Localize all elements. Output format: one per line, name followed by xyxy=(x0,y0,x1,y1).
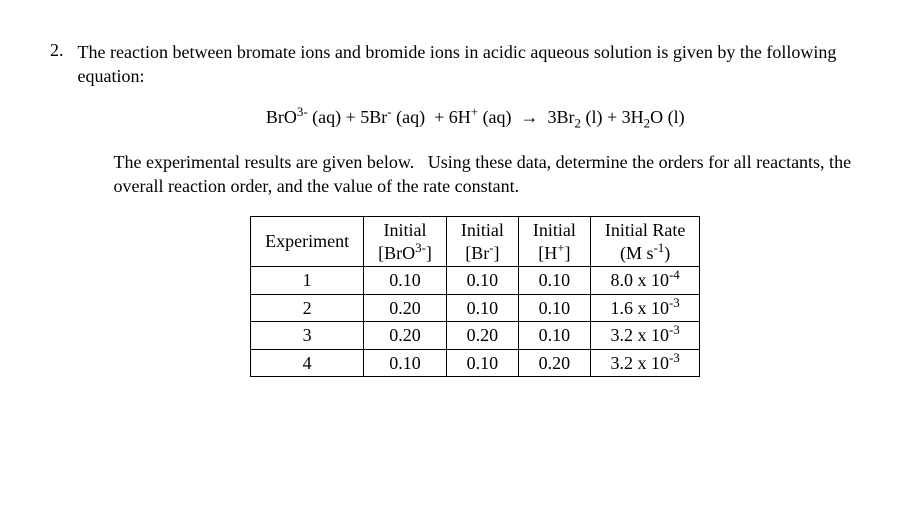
table-row: 4 0.10 0.10 0.20 3.2 x 10-3 xyxy=(251,349,700,377)
problem-block: 2. The reaction between bromate ions and… xyxy=(50,40,873,377)
prompt-paragraph: The experimental results are given below… xyxy=(114,150,874,199)
intro-paragraph: The reaction between bromate ions and br… xyxy=(78,40,874,89)
col-header-bro3: Initial [BrO3-] xyxy=(364,217,447,267)
table-row: 2 0.20 0.10 0.10 1.6 x 10-3 xyxy=(251,294,700,322)
table-body: 1 0.10 0.10 0.10 8.0 x 10-4 2 0.20 0.10 … xyxy=(251,267,700,377)
table-row: 3 0.20 0.20 0.10 3.2 x 10-3 xyxy=(251,322,700,350)
data-table: Experiment Initial [BrO3-] Initial [Br-]… xyxy=(250,216,700,377)
problem-number: 2. xyxy=(50,40,64,377)
col-header-rate: Initial Rate (M s-1) xyxy=(590,217,699,267)
table-header-row: Experiment Initial [BrO3-] Initial [Br-]… xyxy=(251,217,700,267)
col-header-h: Initial [H+] xyxy=(518,217,590,267)
col-header-experiment: Experiment xyxy=(251,217,364,267)
problem-body: The reaction between bromate ions and br… xyxy=(78,40,874,377)
col-header-br: Initial [Br-] xyxy=(446,217,518,267)
table-head: Experiment Initial [BrO3-] Initial [Br-]… xyxy=(251,217,700,267)
table-row: 1 0.10 0.10 0.10 8.0 x 10-4 xyxy=(251,267,700,295)
reaction-equation: BrO3- (aq) + 5Br- (aq) + 6H+ (aq) → 3Br2… xyxy=(78,107,874,128)
